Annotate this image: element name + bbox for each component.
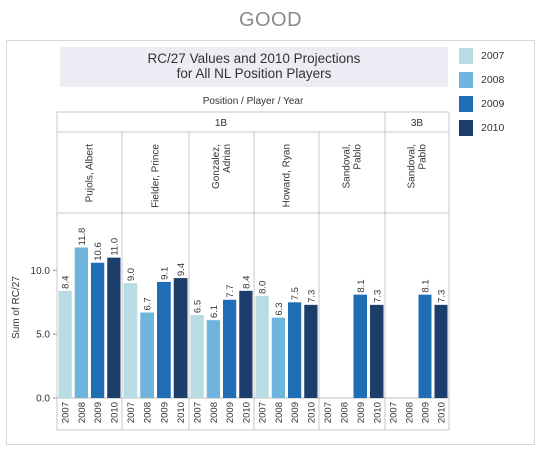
player-label: Fielder, Prince: [151, 144, 162, 208]
year-tick-label: 2008: [209, 402, 220, 423]
bar: [206, 320, 220, 398]
year-tick-label: 2007: [193, 402, 204, 423]
data-label: 7.3: [437, 290, 448, 303]
bar: [255, 295, 269, 398]
year-tick-label: 2009: [225, 402, 236, 423]
y-tick-label: 10.0: [31, 266, 51, 277]
bar: [140, 312, 154, 398]
legend-label-2010: 2010: [481, 122, 505, 134]
bar: [91, 262, 105, 398]
legend-item-2010[interactable]: 2010: [459, 119, 535, 143]
legend-label-2008: 2008: [481, 74, 505, 86]
bar: [74, 247, 88, 398]
year-tick-label: 2009: [93, 402, 104, 423]
bar: [434, 304, 448, 398]
player-label: Sandoval,: [407, 144, 418, 188]
data-label: 7.5: [290, 287, 301, 300]
bar: [271, 317, 285, 398]
legend-swatch-2009: [459, 96, 473, 112]
year-tick-label: 2010: [241, 402, 252, 423]
data-label: 7.3: [372, 290, 383, 303]
legend-item-2007[interactable]: 2007: [459, 47, 535, 71]
legend-item-2008[interactable]: 2008: [459, 71, 535, 95]
bar: [173, 278, 188, 398]
year-tick-label: 2008: [77, 402, 88, 423]
year-tick-label: 2007: [126, 402, 137, 423]
year-tick-label: 2007: [323, 402, 334, 423]
chart-title-box: RC/27 Values and 2010 Projections for Al…: [60, 47, 448, 87]
chart-title-line-2: for All NL Position Players: [176, 66, 332, 81]
y-axis-label: Sum of RC/27: [11, 276, 22, 339]
y-tick-label: 0.0: [36, 394, 50, 405]
data-label: 8.1: [356, 279, 367, 292]
data-label: 8.0: [258, 281, 269, 294]
bar: [190, 315, 204, 398]
player-label: Pujols, Albert: [85, 144, 96, 203]
data-label: 11.8: [77, 228, 88, 246]
page-heading: GOOD: [238, 9, 303, 31]
bar: [418, 294, 432, 398]
data-label: 8.4: [61, 276, 72, 289]
bar: [223, 299, 237, 398]
year-tick-label: 2007: [61, 402, 72, 423]
data-label: 9.1: [159, 267, 170, 280]
bar: [288, 302, 302, 398]
year-tick-label: 2010: [437, 402, 448, 423]
legend-item-2009[interactable]: 2009: [459, 95, 535, 119]
bar: [107, 257, 121, 398]
legend-swatch-2008: [459, 72, 473, 88]
data-label: 11.0: [109, 238, 120, 256]
legend-label-2009: 2009: [481, 98, 505, 110]
year-tick-label: 2009: [290, 402, 301, 423]
year-tick-label: 2010: [176, 402, 187, 423]
legend-swatch-2007: [459, 48, 473, 64]
bar: [353, 294, 367, 398]
legend: 2007 2008 2009 2010: [459, 47, 535, 143]
legend-swatch-2010: [459, 120, 473, 136]
data-label: 10.6: [93, 242, 104, 261]
bar: [123, 283, 138, 398]
data-label: 9.0: [126, 268, 137, 281]
year-tick-label: 2007: [389, 402, 400, 423]
year-tick-label: 2008: [274, 402, 285, 423]
data-label: 7.7: [225, 285, 236, 298]
data-label: 6.7: [143, 297, 154, 310]
player-label: Gonzalez,: [211, 144, 222, 189]
year-tick-label: 2010: [306, 402, 317, 423]
year-tick-label: 2009: [356, 402, 367, 423]
legend-label-2007: 2007: [481, 50, 505, 62]
data-label: 8.1: [421, 279, 432, 292]
year-tick-label: 2009: [159, 402, 170, 423]
year-tick-label: 2008: [339, 402, 350, 423]
data-label: 6.5: [193, 300, 204, 313]
bar: [304, 304, 318, 398]
year-tick-label: 2007: [258, 402, 269, 423]
data-label: 7.3: [306, 290, 317, 303]
data-label: 6.1: [209, 305, 220, 318]
player-label: Howard, Ryan: [282, 144, 293, 207]
player-label: Sandoval,: [342, 144, 353, 188]
year-tick-label: 2008: [143, 402, 154, 423]
position-label-3b: 3B: [411, 118, 424, 129]
bar: [370, 304, 384, 398]
header-label: Position / Player / Year: [203, 96, 304, 107]
bar: [239, 290, 253, 398]
bar: [58, 290, 72, 398]
data-label: 6.3: [274, 302, 285, 315]
data-label: 8.4: [241, 276, 252, 289]
y-tick-label: 5.0: [36, 330, 50, 341]
year-tick-label: 2008: [405, 402, 416, 423]
year-tick-label: 2010: [372, 402, 383, 423]
year-tick-label: 2010: [109, 402, 120, 423]
year-tick-label: 2009: [421, 402, 432, 423]
player-label: Adrian: [222, 144, 233, 173]
chart-frame: [6, 40, 535, 445]
player-label: Pablo: [353, 144, 364, 170]
data-label: 9.4: [176, 263, 187, 276]
chart-title-line-1: RC/27 Values and 2010 Projections: [147, 51, 361, 66]
bar: [157, 281, 171, 398]
player-label: Pablo: [418, 144, 429, 170]
position-label-1b: 1B: [215, 118, 228, 129]
